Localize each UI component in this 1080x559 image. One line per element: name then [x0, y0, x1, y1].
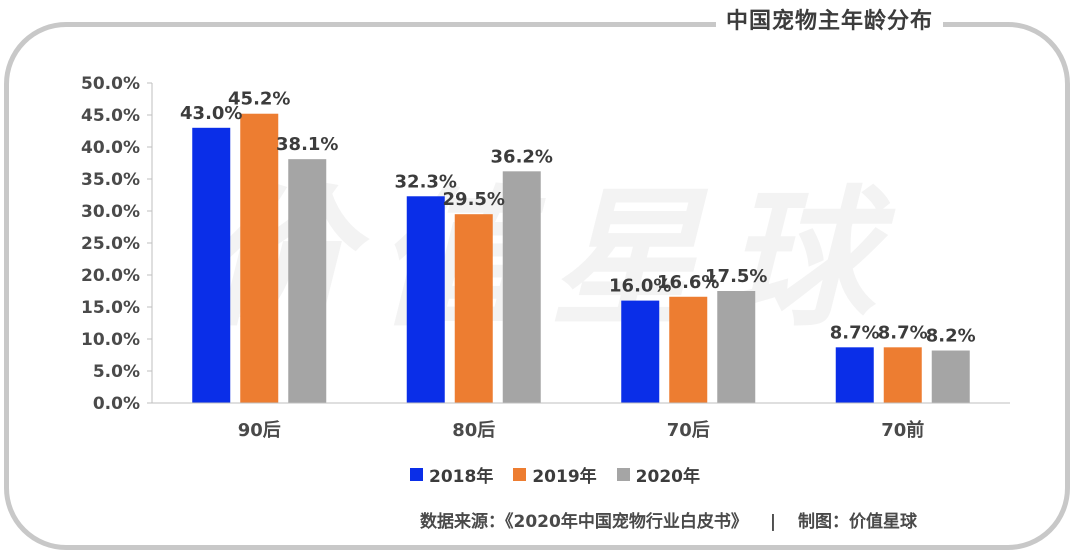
- data-label: 8.7%: [878, 322, 928, 343]
- data-label: 16.6%: [657, 272, 719, 293]
- data-label: 32.3%: [395, 171, 457, 192]
- data-label: 38.1%: [276, 134, 338, 155]
- y-axis: 0.0% 5.0% 10.0% 15.0% 20.0% 25.0% 30.0% 35.0% 40…: [81, 74, 153, 414]
- y-tick-label: 10.0%: [81, 330, 140, 350]
- x-category-label: 70前: [881, 419, 924, 441]
- legend-label: 2020年: [635, 466, 700, 487]
- data-label: 16.0%: [609, 276, 671, 297]
- data-label: 43.0%: [180, 103, 242, 124]
- legend-swatch: [513, 467, 527, 481]
- x-category-label: 80后: [452, 420, 495, 441]
- y-tick-label: 20.0%: [81, 266, 140, 286]
- y-tick-label: 35.0%: [81, 170, 140, 190]
- data-label: 8.2%: [926, 326, 976, 347]
- bar: [406, 196, 445, 403]
- source-divider: |: [769, 512, 777, 532]
- bar: [669, 296, 708, 403]
- legend: 2018年 2019年 2020年: [410, 462, 720, 487]
- x-category-label: 90后: [238, 420, 281, 441]
- source-text: 数据来源：《2020年中国宠物行业白皮书》: [420, 512, 748, 532]
- legend-label: 2019年: [532, 466, 597, 487]
- bar: [454, 214, 493, 403]
- y-tick-label: 0.0%: [93, 394, 140, 414]
- data-label: 29.5%: [443, 189, 505, 210]
- bar: [240, 113, 279, 403]
- bar: [835, 347, 874, 403]
- bar: [288, 159, 327, 403]
- y-tick-label: 25.0%: [81, 234, 140, 254]
- y-tick-label: 5.0%: [93, 362, 140, 382]
- legend-label: 2018年: [429, 466, 494, 487]
- legend-item: 2020年: [616, 462, 700, 487]
- legend-swatch: [616, 467, 630, 481]
- y-tick-label: 30.0%: [81, 202, 140, 222]
- data-label: 45.2%: [228, 89, 290, 110]
- bar: [192, 127, 231, 404]
- data-label: 8.7%: [830, 322, 880, 343]
- chart-title: 中国宠物主年龄分布: [716, 4, 944, 40]
- y-tick-label: 50.0%: [81, 74, 140, 94]
- y-tick-label: 40.0%: [81, 138, 140, 158]
- bars: [192, 113, 970, 404]
- legend-item: 2018年: [410, 462, 493, 487]
- data-label: 36.2%: [491, 146, 553, 167]
- y-tick-label: 15.0%: [81, 298, 140, 318]
- source-note: 数据来源：《2020年中国宠物行业白皮书》 | 制图：价值星球: [420, 507, 917, 532]
- data-labels: 43.0%45.2% 38.1% 32.3%29.5% 36.2% 16.0%16.6%…: [180, 89, 976, 347]
- bar: [621, 300, 660, 403]
- legend-swatch: [410, 467, 423, 481]
- x-category-label: 70后: [667, 420, 710, 441]
- chart-frame: [4, 22, 1070, 550]
- y-tick-label: 45.0%: [81, 106, 140, 126]
- legend-item: 2019年: [513, 462, 597, 487]
- x-axis: 90后 80后 70后 70前: [152, 402, 1010, 441]
- data-label: 17.5%: [705, 266, 767, 287]
- bar: [717, 291, 756, 403]
- credit-text: 制图：价值星球: [798, 512, 918, 532]
- bar: [883, 347, 922, 403]
- bar: [931, 350, 970, 403]
- bar: [502, 171, 541, 403]
